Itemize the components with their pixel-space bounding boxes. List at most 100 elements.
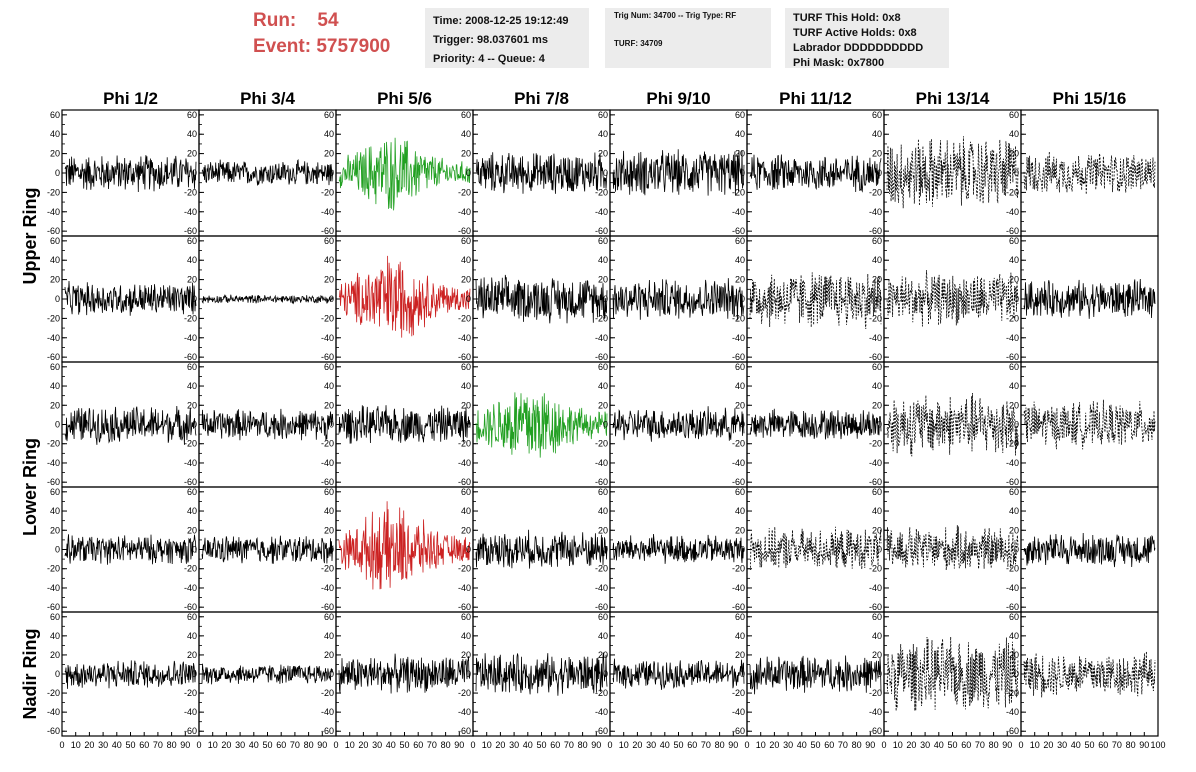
waveform-trace: [1023, 532, 1156, 568]
y-tick-label: -40: [321, 583, 334, 593]
x-tick-label: 10: [482, 740, 492, 750]
run-event-header: Run: 54 Event: 5757900: [253, 8, 390, 60]
y-tick-label: 20: [735, 650, 745, 660]
waveform-trace: [749, 655, 882, 695]
y-tick-label: 0: [1014, 420, 1019, 430]
y-tick-label: -60: [732, 477, 745, 487]
y-tick-label: 0: [55, 669, 60, 679]
y-tick-label: -60: [869, 477, 882, 487]
waveform-trace: [201, 159, 334, 186]
y-tick-label: 40: [598, 631, 608, 641]
y-tick-label: -60: [458, 352, 471, 362]
y-tick-label: 20: [324, 275, 334, 285]
x-tick-label: 0: [333, 740, 338, 750]
column-title: Phi 5/6: [377, 89, 432, 108]
y-tick-label: -60: [321, 726, 334, 736]
x-tick-label: 20: [632, 740, 642, 750]
y-tick-label: -20: [47, 313, 60, 323]
x-tick-label: 90: [728, 740, 738, 750]
waveform-trace: [475, 529, 608, 569]
y-tick-label: 0: [192, 545, 197, 555]
y-tick-label: 0: [192, 294, 197, 304]
y-tick-label: 40: [735, 129, 745, 139]
x-tick-label: 30: [920, 740, 930, 750]
y-tick-label: 40: [598, 255, 608, 265]
y-tick-label: 40: [872, 631, 882, 641]
y-tick-label: -40: [184, 458, 197, 468]
ring-label: Upper Ring: [20, 188, 40, 285]
waveform-trace: [338, 653, 471, 694]
y-tick-label: 40: [1009, 631, 1019, 641]
y-tick-label: 60: [735, 612, 745, 622]
x-tick-label: 90: [865, 740, 875, 750]
waveform-trace: [64, 534, 197, 565]
y-tick-label: -40: [184, 583, 197, 593]
y-tick-label: -20: [732, 688, 745, 698]
y-tick-label: 20: [50, 149, 60, 159]
x-tick-label: 60: [276, 740, 286, 750]
y-tick-label: -20: [595, 688, 608, 698]
y-tick-label: -20: [595, 187, 608, 197]
y-tick-label: 40: [735, 506, 745, 516]
trig-num-text: Trig Num: 34700 -- Trig Type: RF: [614, 11, 737, 20]
waveform-trace: [201, 535, 334, 564]
y-tick-label: -40: [732, 583, 745, 593]
y-tick-label: -60: [732, 352, 745, 362]
y-tick-label: -60: [184, 477, 197, 487]
y-tick-label: -60: [732, 226, 745, 236]
y-tick-label: -20: [732, 313, 745, 323]
x-tick-label: 0: [470, 740, 475, 750]
y-tick-label: 0: [740, 294, 745, 304]
y-tick-label: -20: [732, 564, 745, 574]
x-tick-label: 40: [386, 740, 396, 750]
y-tick-label: 40: [50, 381, 60, 391]
y-tick-label: -40: [1006, 458, 1019, 468]
y-tick-label: -60: [458, 226, 471, 236]
y-tick-label: 20: [598, 650, 608, 660]
x-tick-label: 50: [536, 740, 546, 750]
x-tick-label: 50: [399, 740, 409, 750]
y-tick-label: -40: [595, 707, 608, 717]
y-tick-label: 60: [1009, 362, 1019, 372]
y-tick-label: -60: [869, 226, 882, 236]
x-tick-label: 20: [221, 740, 231, 750]
run-value: 54: [317, 10, 339, 31]
y-tick-label: -60: [869, 352, 882, 362]
y-tick-label: -40: [732, 333, 745, 343]
y-tick-label: 40: [598, 506, 608, 516]
y-tick-label: 60: [872, 110, 882, 120]
x-tick-label: 30: [646, 740, 656, 750]
y-tick-label: 40: [461, 129, 471, 139]
y-tick-label: 40: [324, 631, 334, 641]
x-tick-label: 80: [578, 740, 588, 750]
y-tick-label: -40: [869, 707, 882, 717]
run-label: Run:: [253, 10, 297, 31]
y-tick-label: -40: [595, 583, 608, 593]
y-tick-label: 60: [187, 612, 197, 622]
y-tick-label: 60: [735, 362, 745, 372]
x-tick-label: 90: [1139, 740, 1149, 750]
column-title: Phi 7/8: [514, 89, 569, 108]
y-tick-label: -20: [1006, 187, 1019, 197]
y-tick-label: -60: [47, 726, 60, 736]
x-tick-label: 80: [304, 740, 314, 750]
y-tick-label: -20: [458, 313, 471, 323]
x-tick-label: 90: [317, 740, 327, 750]
y-tick-label: -40: [595, 207, 608, 217]
y-tick-label: 0: [192, 420, 197, 430]
y-tick-label: 0: [1014, 669, 1019, 679]
y-tick-label: 0: [466, 669, 471, 679]
y-tick-label: -40: [321, 207, 334, 217]
x-tick-label: 60: [413, 740, 423, 750]
y-tick-label: 60: [187, 110, 197, 120]
x-tick-label: 50: [810, 740, 820, 750]
y-tick-label: 60: [598, 236, 608, 246]
y-tick-label: 40: [187, 631, 197, 641]
y-tick-label: 0: [192, 669, 197, 679]
y-tick-label: 20: [872, 149, 882, 159]
y-tick-label: 60: [324, 110, 334, 120]
y-tick-label: -60: [47, 477, 60, 487]
y-tick-label: 40: [324, 255, 334, 265]
y-tick-label: 0: [740, 168, 745, 178]
